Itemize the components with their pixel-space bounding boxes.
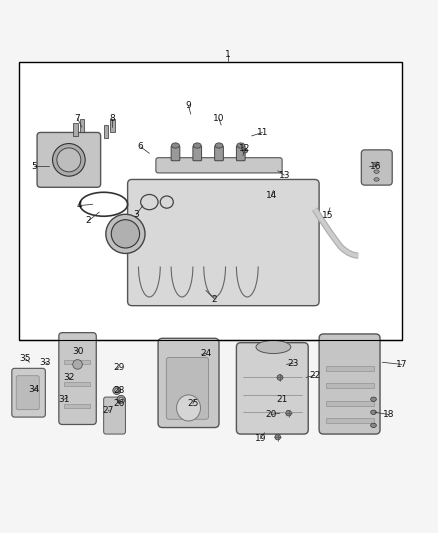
- Ellipse shape: [180, 161, 189, 167]
- FancyBboxPatch shape: [16, 376, 39, 410]
- Bar: [325, 400, 374, 406]
- Text: 32: 32: [63, 373, 74, 382]
- FancyBboxPatch shape: [166, 358, 208, 419]
- Text: 20: 20: [265, 410, 277, 419]
- FancyBboxPatch shape: [156, 158, 282, 173]
- FancyBboxPatch shape: [193, 146, 201, 161]
- Text: 5: 5: [31, 162, 37, 171]
- Ellipse shape: [237, 143, 245, 148]
- Ellipse shape: [73, 360, 82, 369]
- Text: 33: 33: [39, 358, 51, 367]
- Text: 28: 28: [113, 386, 124, 395]
- Text: 21: 21: [276, 395, 288, 403]
- Text: 27: 27: [102, 407, 114, 416]
- Ellipse shape: [177, 395, 201, 421]
- Text: 2: 2: [212, 295, 217, 304]
- Text: 13: 13: [279, 171, 290, 180]
- FancyBboxPatch shape: [19, 62, 402, 341]
- Ellipse shape: [106, 214, 145, 254]
- FancyBboxPatch shape: [215, 146, 223, 161]
- Ellipse shape: [111, 220, 140, 248]
- Bar: [64, 382, 90, 386]
- Text: 18: 18: [383, 410, 395, 419]
- Ellipse shape: [371, 397, 376, 401]
- Ellipse shape: [219, 161, 228, 167]
- FancyBboxPatch shape: [361, 150, 392, 185]
- Text: 35: 35: [20, 354, 31, 364]
- Text: 17: 17: [396, 360, 407, 369]
- Ellipse shape: [172, 143, 180, 148]
- Text: 8: 8: [110, 114, 115, 123]
- Text: 3: 3: [134, 210, 139, 219]
- Ellipse shape: [277, 375, 283, 381]
- Text: 23: 23: [287, 359, 299, 368]
- Ellipse shape: [256, 341, 291, 353]
- Text: 11: 11: [257, 128, 268, 137]
- Text: 10: 10: [213, 114, 225, 123]
- Text: 30: 30: [72, 347, 83, 356]
- Ellipse shape: [113, 386, 120, 394]
- Bar: [73, 123, 78, 136]
- FancyBboxPatch shape: [237, 146, 245, 161]
- Ellipse shape: [57, 148, 81, 172]
- Ellipse shape: [371, 423, 376, 427]
- Ellipse shape: [199, 161, 208, 167]
- Ellipse shape: [374, 170, 379, 173]
- Text: 15: 15: [322, 211, 334, 220]
- Ellipse shape: [243, 149, 248, 153]
- Text: 6: 6: [138, 142, 144, 151]
- Bar: [64, 403, 90, 408]
- Text: 29: 29: [113, 363, 124, 372]
- Ellipse shape: [193, 143, 201, 148]
- Bar: [325, 366, 374, 371]
- Text: 4: 4: [77, 201, 82, 210]
- Ellipse shape: [115, 389, 119, 392]
- FancyBboxPatch shape: [158, 338, 219, 427]
- Text: 9: 9: [186, 101, 191, 110]
- Ellipse shape: [53, 143, 85, 176]
- Ellipse shape: [215, 143, 223, 148]
- Text: 19: 19: [254, 434, 266, 443]
- Text: 1: 1: [225, 51, 230, 60]
- Text: 26: 26: [113, 399, 124, 408]
- FancyBboxPatch shape: [12, 368, 46, 417]
- FancyBboxPatch shape: [319, 334, 380, 434]
- FancyBboxPatch shape: [59, 333, 96, 424]
- Bar: [104, 125, 108, 138]
- FancyBboxPatch shape: [237, 343, 308, 434]
- Bar: [110, 118, 115, 132]
- Ellipse shape: [119, 397, 123, 401]
- Bar: [325, 383, 374, 389]
- Text: 25: 25: [187, 399, 198, 408]
- Text: 14: 14: [265, 191, 277, 200]
- Ellipse shape: [374, 177, 379, 181]
- Ellipse shape: [238, 161, 248, 167]
- Text: 24: 24: [200, 349, 212, 358]
- FancyBboxPatch shape: [171, 146, 180, 161]
- FancyBboxPatch shape: [127, 180, 319, 305]
- Bar: [325, 418, 374, 423]
- Text: 31: 31: [59, 395, 70, 403]
- FancyBboxPatch shape: [104, 397, 125, 434]
- Text: 7: 7: [74, 114, 81, 123]
- Ellipse shape: [286, 410, 291, 416]
- Text: 12: 12: [240, 144, 251, 154]
- Text: 34: 34: [28, 385, 40, 394]
- FancyBboxPatch shape: [37, 133, 101, 187]
- Text: 22: 22: [309, 371, 320, 380]
- Bar: [64, 360, 90, 365]
- Text: 16: 16: [370, 162, 381, 171]
- Bar: [80, 118, 84, 132]
- Ellipse shape: [275, 434, 281, 440]
- Text: 2: 2: [85, 216, 91, 225]
- Ellipse shape: [374, 162, 379, 166]
- Ellipse shape: [117, 395, 125, 403]
- Ellipse shape: [371, 410, 376, 415]
